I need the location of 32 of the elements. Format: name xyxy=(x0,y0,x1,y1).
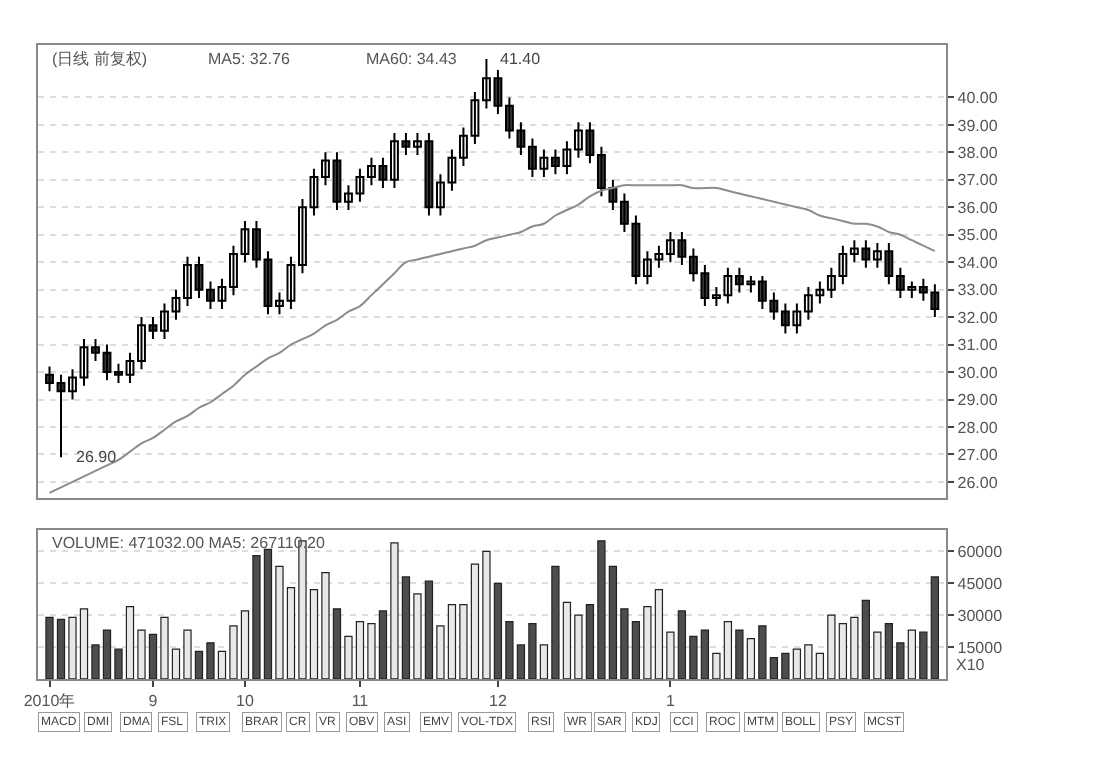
x-tick-label: 1 xyxy=(665,692,676,711)
y-tick-label: 31.00 xyxy=(957,336,999,355)
y-tick-label: 36.00 xyxy=(957,198,999,217)
y-tick-label: 29.00 xyxy=(957,391,999,410)
y-tick-label: 38.00 xyxy=(957,143,999,162)
y-tick-label: 45000 xyxy=(957,574,1004,593)
y-tick-label: 37.00 xyxy=(957,171,999,190)
x-tick-label: 2010年 xyxy=(23,692,76,711)
y-tick-label: 33.00 xyxy=(957,281,999,300)
annotation: MA60: 34.43 xyxy=(366,50,458,68)
y-tick-label: 27.00 xyxy=(957,446,999,465)
y-tick-label: 40.00 xyxy=(957,89,999,108)
annotation: MA5: 32.76 xyxy=(208,50,291,68)
x-tick-label: 12 xyxy=(489,692,508,711)
x-tick-label: 9 xyxy=(148,692,159,711)
y-tick-label: 30000 xyxy=(957,606,1004,625)
y-tick-label: 28.00 xyxy=(957,418,999,437)
x-tick-label: 10 xyxy=(236,692,255,711)
y-tick-label: 34.00 xyxy=(957,253,999,272)
y-tick-label: 39.00 xyxy=(957,116,999,135)
x-tick-label: 11 xyxy=(351,692,370,711)
annotation: VOLUME: 471032.00 MA5: 267110.20 xyxy=(52,534,326,552)
y-tick-label: 15000 xyxy=(957,638,1004,657)
y-tick-label: 26.00 xyxy=(957,473,999,492)
y-tick-label: 30.00 xyxy=(957,363,999,382)
y-tick-label: 60000 xyxy=(957,543,1004,562)
annotation: 26.90 xyxy=(76,448,118,466)
annotation: 41.40 xyxy=(500,50,542,68)
y-tick-label: 35.00 xyxy=(957,226,999,245)
y-tick-label: 32.00 xyxy=(957,308,999,327)
annotation: (日线 前复权) xyxy=(52,50,148,68)
text: X10 xyxy=(956,656,986,674)
